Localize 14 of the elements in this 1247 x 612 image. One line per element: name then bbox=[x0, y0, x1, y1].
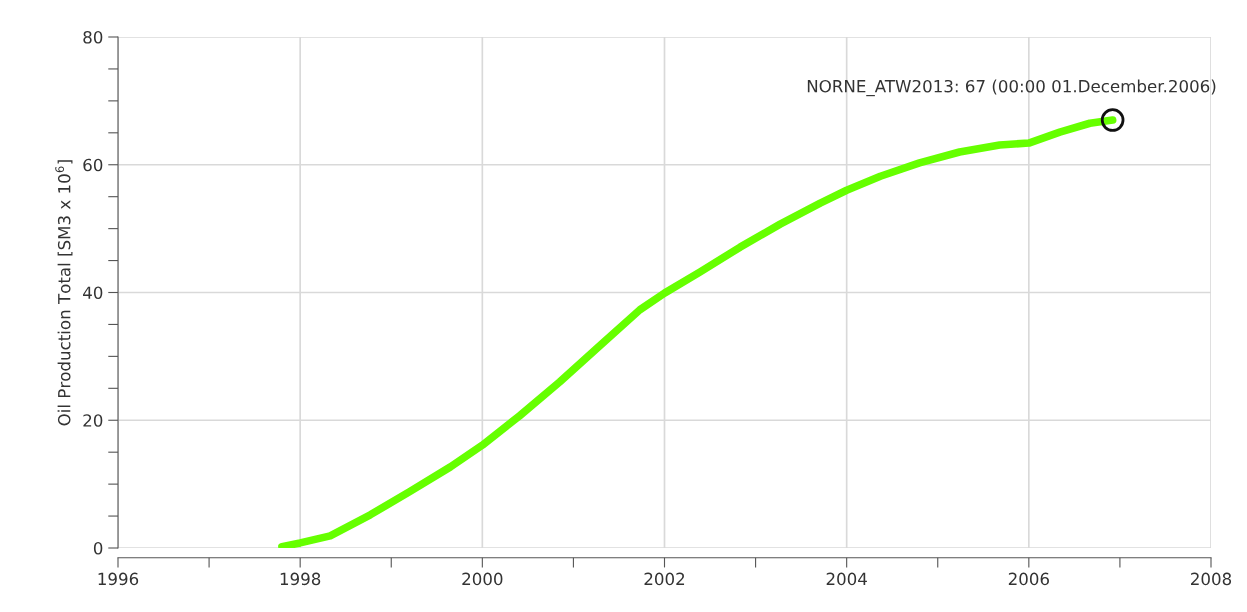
x-tick-label: 1998 bbox=[280, 572, 321, 586]
annotation: NORNE_ATW2013: 67 (00:00 01.December.2006) bbox=[807, 79, 1216, 97]
y-tick-label: 80 bbox=[83, 30, 103, 44]
x-tick-label: 2004 bbox=[826, 572, 867, 586]
y-tick-label: 40 bbox=[83, 286, 103, 300]
x-tick-label: 1996 bbox=[98, 572, 139, 586]
y-tick-label: 20 bbox=[83, 414, 103, 427]
x-tick-label: 2000 bbox=[462, 572, 503, 586]
x-tick-label: 2006 bbox=[1008, 572, 1049, 586]
y-tick-label: 0 bbox=[93, 541, 103, 555]
x-tick-label: 2008 bbox=[1191, 572, 1232, 586]
y-axis-title: Oil Production Total [SM3 x 10$^{6}$] bbox=[55, 160, 73, 426]
x-tick-label: 2002 bbox=[644, 572, 685, 586]
y-tick-label: 60 bbox=[83, 158, 103, 172]
